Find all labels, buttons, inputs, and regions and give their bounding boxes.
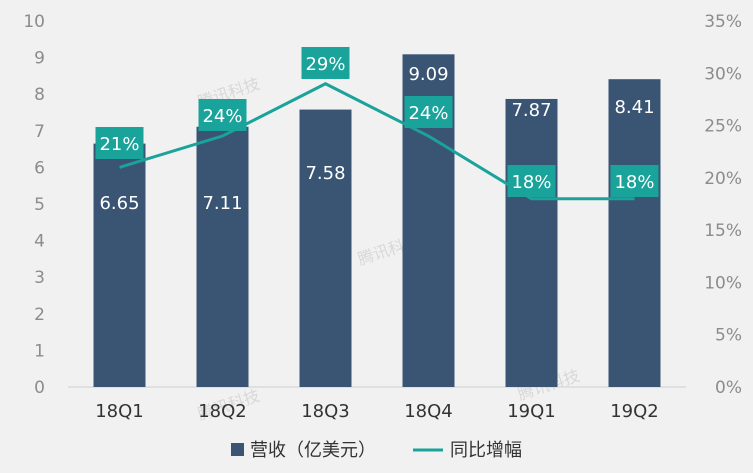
x-axis-category: 18Q1: [95, 401, 144, 422]
bar-value-label: 6.65: [99, 193, 139, 214]
right-axis-tick: 10%: [704, 273, 742, 293]
bar-18Q1: [93, 143, 146, 387]
left-axis-tick: 8: [34, 85, 45, 105]
x-axis-category: 19Q1: [507, 401, 556, 422]
bar-18Q3: [299, 109, 352, 388]
left-axis-tick: 10: [23, 12, 45, 32]
bar-series: [93, 54, 661, 388]
left-axis-tick: 6: [34, 158, 45, 178]
right-axis-tick: 5%: [715, 326, 742, 346]
right-axis-tick: 20%: [704, 169, 742, 189]
growth-label-box: [404, 96, 453, 128]
bar-value-label: 7.11: [202, 193, 242, 214]
growth-value-label: 18%: [614, 172, 654, 193]
bar-value-label: 7.87: [511, 100, 551, 121]
growth-value-label: 18%: [511, 172, 551, 193]
growth-label-box: [95, 127, 144, 159]
growth-label-box: [507, 165, 556, 197]
left-axis-tick: 3: [34, 268, 45, 288]
left-axis-tick: 9: [34, 49, 45, 69]
legend: 营收（亿美元） 同比增幅: [231, 440, 522, 461]
bar-value-label: 7.58: [305, 163, 345, 184]
growth-label-box: [198, 99, 247, 131]
right-axis-tick: 25%: [704, 117, 742, 137]
bar-value-label: 8.41: [614, 97, 654, 118]
legend-swatch-revenue: [231, 443, 244, 456]
line-series: [119, 82, 635, 201]
growth-label-box: [610, 165, 659, 197]
x-axis-categories: 18Q1 18Q2 18Q3 18Q4 19Q1 19Q2: [95, 401, 659, 422]
growth-label-box: [301, 47, 350, 79]
bar-value-labels: 6.65 7.11 7.58 9.09 7.87 8.41: [99, 64, 654, 214]
x-axis-category: 19Q2: [610, 401, 659, 422]
legend-label-growth: 同比增幅: [450, 440, 522, 461]
left-axis-tick: 1: [34, 341, 45, 361]
x-axis-category: 18Q2: [198, 401, 247, 422]
x-axis-category: 18Q4: [404, 401, 453, 422]
left-axis-tick: 0: [34, 378, 45, 398]
growth-value-label: 24%: [202, 106, 242, 127]
bar-19Q1: [505, 98, 558, 387]
legend-label-revenue: 营收（亿美元）: [250, 440, 376, 461]
bar-value-label: 9.09: [408, 64, 448, 85]
x-axis-category: 18Q3: [301, 401, 350, 422]
left-axis-tick: 4: [34, 232, 45, 252]
left-axis-tick: 5: [34, 195, 45, 215]
line-value-labels: 21% 24% 29% 24% 18% 18%: [95, 47, 659, 197]
right-axis: 0% 5% 10% 15% 20% 25% 30% 35%: [704, 12, 742, 398]
growth-value-label: 21%: [99, 134, 139, 155]
left-axis-tick: 7: [34, 122, 45, 142]
right-axis-tick: 30%: [704, 64, 742, 84]
bar-18Q2: [196, 126, 249, 388]
right-axis-tick: 15%: [704, 221, 742, 241]
left-axis-tick: 2: [34, 305, 45, 325]
growth-value-label: 24%: [408, 103, 448, 124]
bar-19Q2: [608, 79, 661, 387]
growth-value-label: 29%: [305, 54, 345, 75]
right-axis-tick: 0%: [715, 378, 742, 398]
right-axis-tick: 35%: [704, 12, 742, 32]
left-axis: 0 1 2 3 4 5 6 7 8 9 10: [23, 12, 45, 398]
growth-line: [119, 82, 635, 201]
